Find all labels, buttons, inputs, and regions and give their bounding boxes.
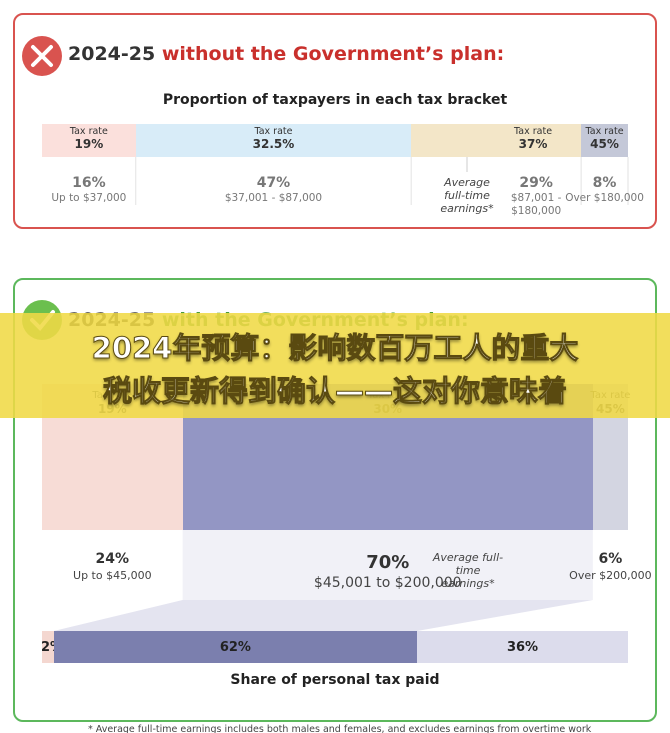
footnote: * Average full-time earnings includes bo… xyxy=(88,724,592,733)
tax-rate-label: Tax rate xyxy=(69,126,108,137)
banner-line: 2024年预算：影响数百万工人的重大 xyxy=(91,331,579,366)
bracket-share: 70% xyxy=(366,552,410,573)
banner xyxy=(0,313,670,418)
tax-rate-label: Tax rate xyxy=(585,126,624,137)
bracket-bar xyxy=(581,124,628,157)
share-title: Share of personal tax paid xyxy=(230,672,440,688)
share-connector xyxy=(182,530,593,600)
tax-rate: 19% xyxy=(74,137,104,151)
bracket-share: 6% xyxy=(598,551,623,567)
tax-rate: 37% xyxy=(518,137,548,151)
bracket-range: Up to $37,000 xyxy=(51,192,127,204)
share-bar xyxy=(417,631,628,663)
tax-rate: 45% xyxy=(590,137,619,151)
share-label: 36% xyxy=(506,640,539,655)
heading-year: 2024-25 xyxy=(68,43,156,65)
bracket-range: $37,001 - $87,000 xyxy=(224,192,323,204)
share-bar xyxy=(42,631,54,663)
tax-rate-label: Tax rate xyxy=(514,126,553,137)
heading-text: without the Government’s plan: xyxy=(161,43,505,65)
bracket-range: $45,001 to $200,000 xyxy=(313,575,462,591)
panel-heading: 2024-25 without the Government’s plan: xyxy=(68,43,504,65)
bracket-bar xyxy=(411,124,582,157)
subtitle: Proportion of taxpayers in each tax brac… xyxy=(162,92,508,108)
tax-rate: 32.5% xyxy=(252,137,295,151)
average-label: Average full-time earnings* xyxy=(440,176,494,215)
share-connector xyxy=(53,600,593,631)
share-label: 62% xyxy=(219,640,251,655)
bracket-range: Over $200,000 xyxy=(569,569,652,582)
bracket-bar xyxy=(42,124,136,157)
bracket-share: 47% xyxy=(256,175,291,191)
cross-mark xyxy=(31,45,53,67)
bracket-range: $87,001 - $180,000 xyxy=(510,192,562,217)
bracket-range: Over $180,000 xyxy=(565,192,644,204)
tax-rate-label: Tax rate xyxy=(254,126,293,137)
bracket-share: 16% xyxy=(72,175,106,191)
share-bar xyxy=(53,631,418,663)
bracket-bar xyxy=(135,124,412,157)
bracket-share: 29% xyxy=(519,175,553,191)
bracket-share: 24% xyxy=(95,551,130,567)
bracket-share: 8% xyxy=(592,175,617,191)
panel-without xyxy=(13,13,657,229)
bracket-range: Up to $45,000 xyxy=(73,569,152,582)
average-label: Average full-time earnings* xyxy=(432,551,504,590)
banner-line: 税收更新得到确认——这对你意味着 xyxy=(102,374,567,409)
